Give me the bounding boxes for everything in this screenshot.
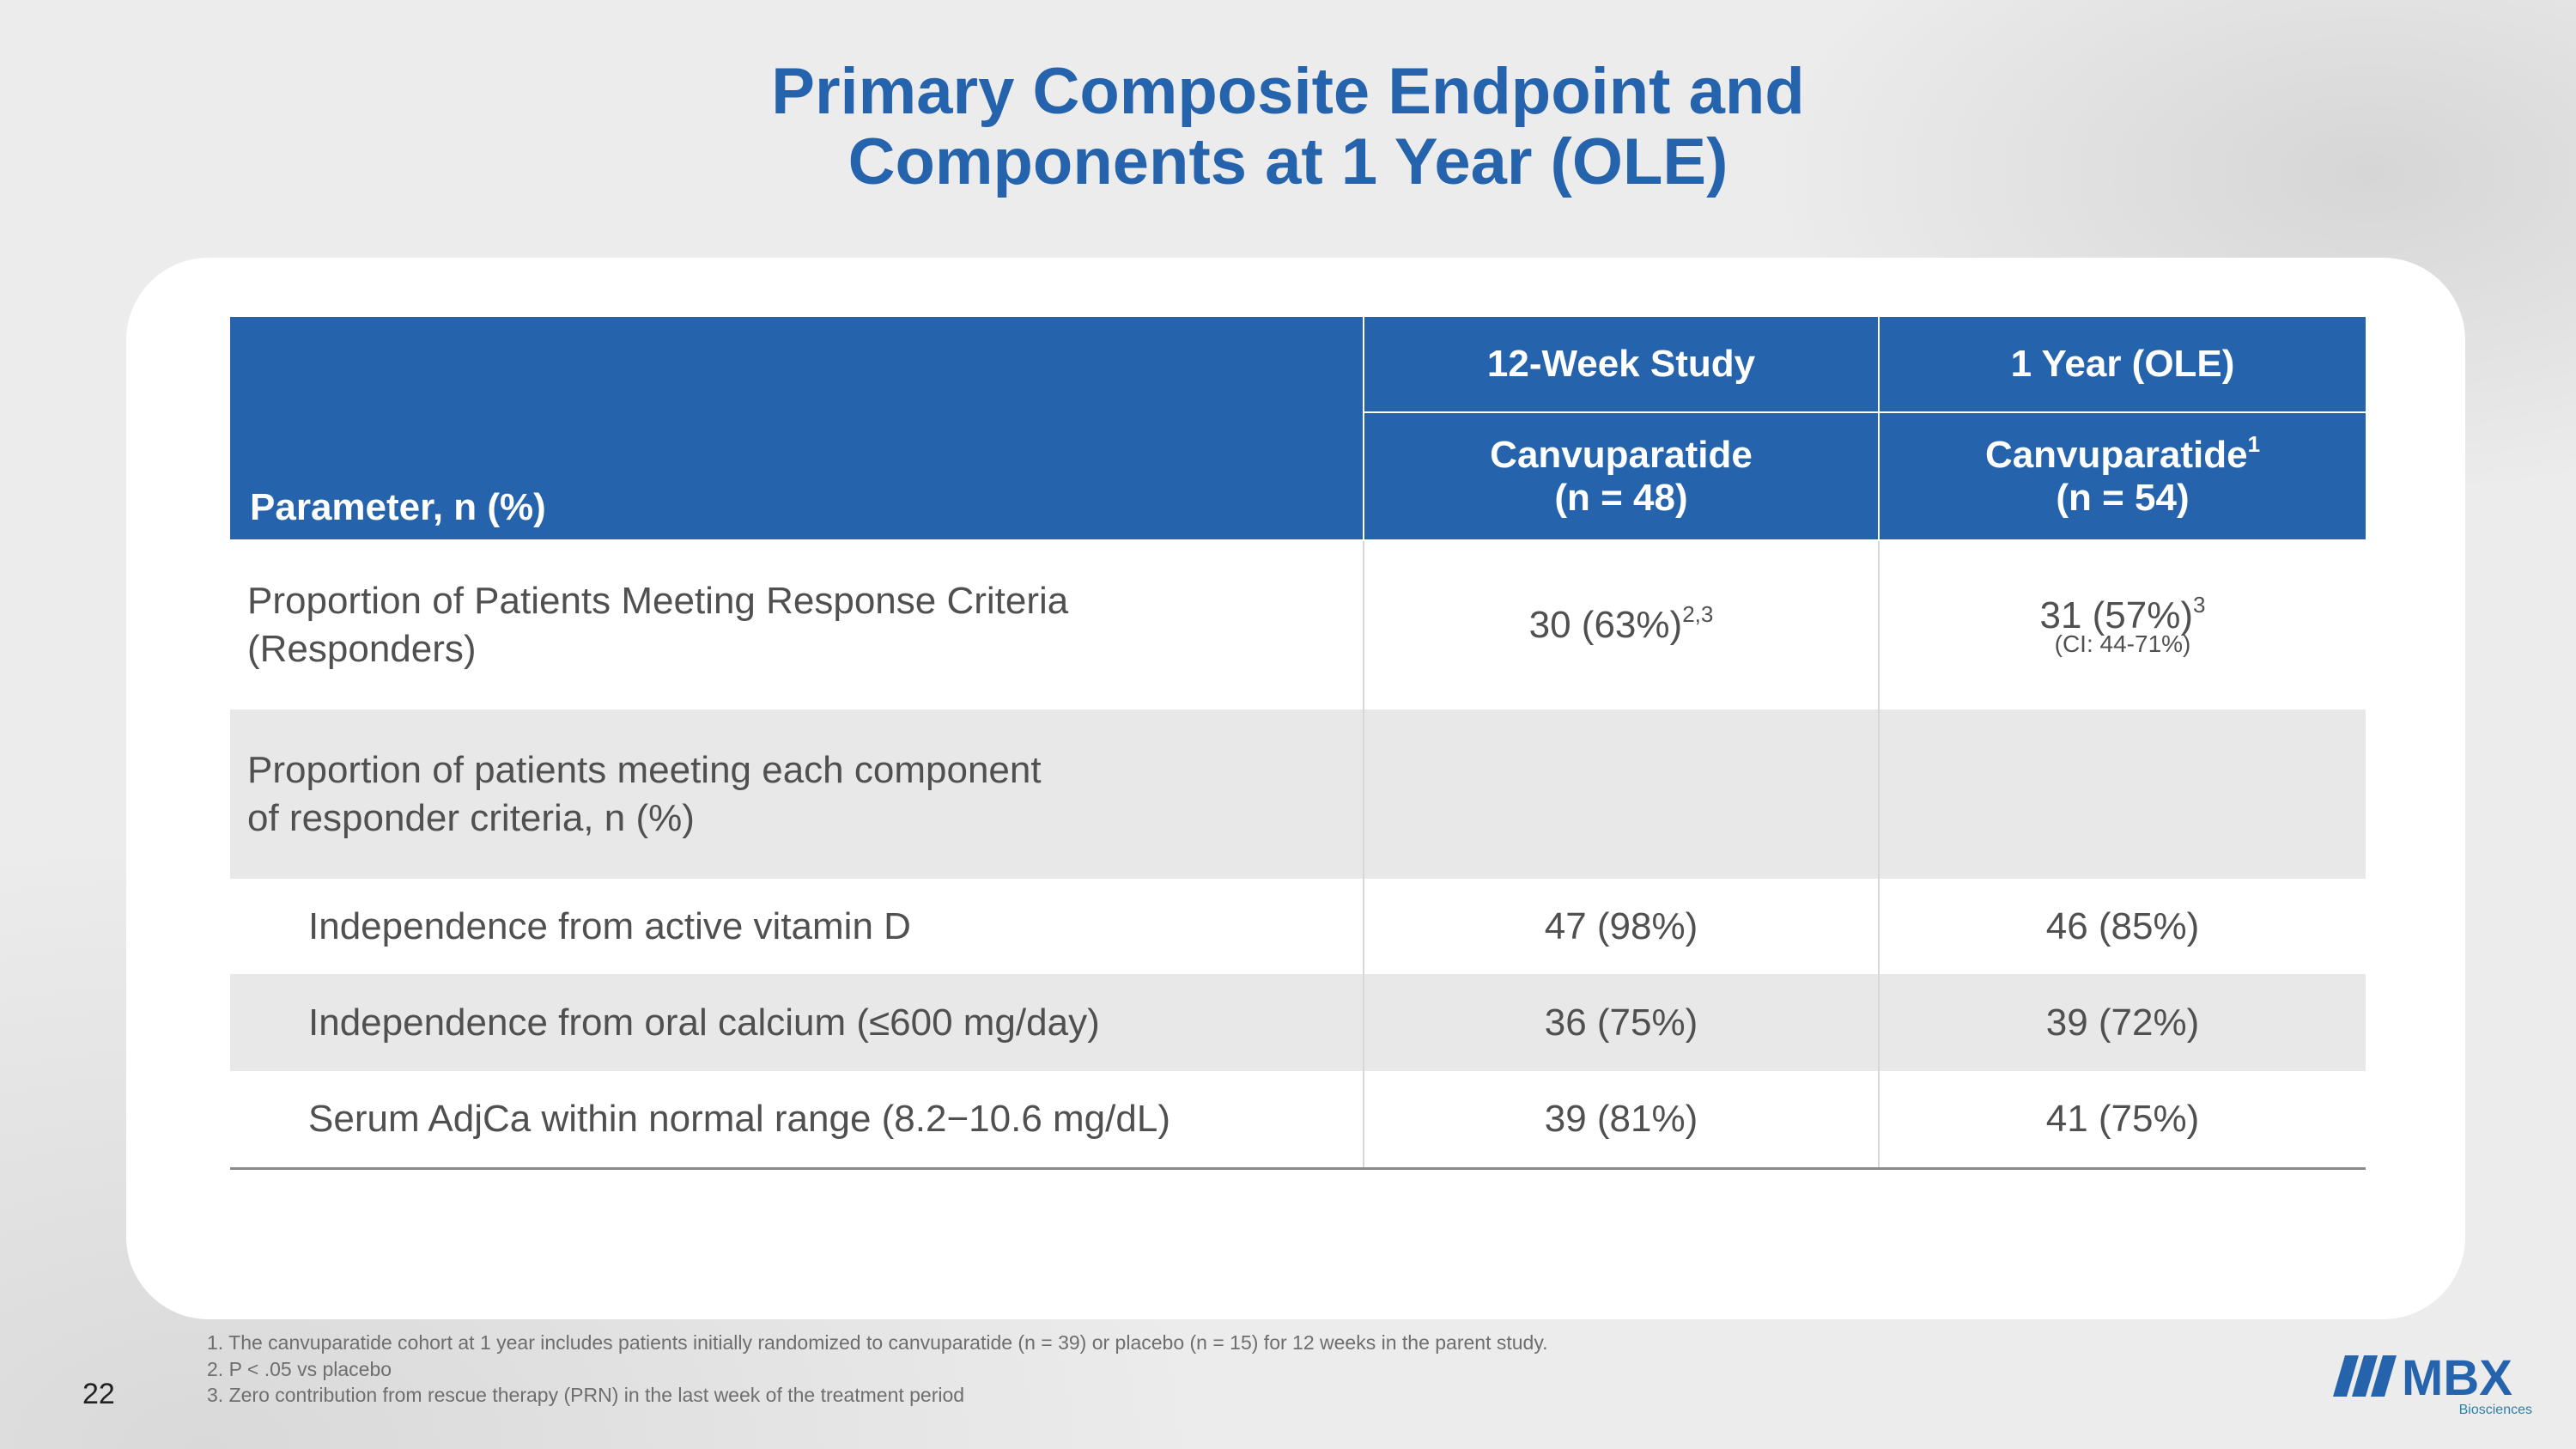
value-text: 36 (75%) (1544, 1001, 1698, 1044)
value-cell: 31 (57%)3 (CI: 44-71%) (1878, 540, 2366, 709)
superscript: 1 (2247, 430, 2261, 457)
logo-stripe (2352, 1355, 2378, 1397)
header-text: Canvuparatide (1984, 433, 2248, 476)
row-label: Independence from oral calcium (≤600 mg/… (230, 974, 1364, 1071)
title-line: Components at 1 Year (OLE) (848, 125, 1728, 198)
header-row: Parameter, n (%) 12-Week Study 1 Year (O… (230, 317, 2366, 541)
label-line: Independence from active vitamin D (308, 904, 911, 947)
header-text: (n = 54) (2056, 476, 2190, 519)
footnote: 3. Zero contribution from rescue therapy… (207, 1384, 965, 1406)
value-text: 30 (63%) (1528, 604, 1683, 646)
header-text: Canvuparatide (1490, 433, 1753, 476)
label-line: (Responders) (247, 628, 477, 670)
logo: MBX Biosciences (2333, 1350, 2532, 1417)
value-cell: 39 (81%) (1363, 1071, 1880, 1170)
results-table: Parameter, n (%) 12-Week Study 1 Year (O… (230, 317, 2366, 1170)
slide-title: Primary Composite Endpoint and Component… (0, 57, 2576, 198)
value-cell: 47 (98%) (1363, 879, 1880, 974)
label-line: Serum AdjCa within normal range (8.2−10.… (308, 1097, 1170, 1140)
header-cell: 1 Year (OLE) (1878, 317, 2366, 413)
value-text: 31 (57%) (2039, 594, 2194, 636)
value-cell: 41 (75%) (1878, 1071, 2366, 1170)
footnotes: 1. The canvuparatide cohort at 1 year in… (207, 1330, 1548, 1409)
table-body: Proportion of Patients Meeting Response … (230, 540, 2366, 1170)
logo-stripe (2333, 1355, 2359, 1397)
superscript: 2,3 (1682, 601, 1714, 627)
row-label: Serum AdjCa within normal range (8.2−10.… (230, 1071, 1364, 1170)
value-cell: 36 (75%) (1363, 974, 1880, 1071)
row-label: Independence from active vitamin D (230, 879, 1364, 974)
value-cell: 30 (63%)2,3 (1363, 540, 1880, 709)
value-text: 41 (75%) (2045, 1097, 2200, 1140)
value-text: 46 (85%) (2045, 904, 2200, 947)
table-row: Independence from active vitamin D 47 (98… (230, 879, 2366, 974)
value-cell (1878, 709, 2366, 879)
header-cell: Canvuparatide1 (n = 54) (1878, 412, 2366, 541)
header-text: (n = 48) (1554, 476, 1688, 519)
value-note: (CI: 44-71%) (2054, 630, 2191, 657)
value-cell: 39 (72%) (1878, 974, 2366, 1071)
header-cell: 12-Week Study (1363, 317, 1880, 413)
superscript: 3 (2193, 592, 2206, 618)
table-row: Serum AdjCa within normal range (8.2−10.… (230, 1071, 2366, 1170)
label-line: of responder criteria, n (%) (247, 796, 695, 839)
value-cell: 46 (85%) (1878, 879, 2366, 974)
value-text: 47 (98%) (1544, 904, 1698, 947)
header-cell: Canvuparatide (n = 48) (1363, 412, 1880, 541)
footnote: 1. The canvuparatide cohort at 1 year in… (207, 1331, 1548, 1354)
logo-sub: Biosciences (2459, 1403, 2532, 1417)
logo-stripe (2371, 1355, 2397, 1397)
table-row: Proportion of Patients Meeting Response … (230, 540, 2366, 709)
label-line: Proportion of patients meeting each comp… (247, 748, 1042, 791)
title-line: Primary Composite Endpoint and (771, 55, 1805, 128)
page-number: 22 (82, 1378, 115, 1410)
value-text: 39 (72%) (2045, 1001, 2200, 1044)
footnote: 2. P < .05 vs placebo (207, 1357, 392, 1380)
label-line: Proportion of Patients Meeting Response … (247, 580, 1069, 622)
header-cell: Parameter, n (%) (230, 317, 1364, 541)
value-cell (1363, 709, 1880, 879)
label-line: Independence from oral calcium (≤600 mg/… (308, 1001, 1100, 1044)
row-label: Proportion of patients meeting each comp… (230, 709, 1364, 879)
row-label: Proportion of Patients Meeting Response … (230, 540, 1364, 709)
table-row: Independence from oral calcium (≤600 mg/… (230, 974, 2366, 1071)
table-row: Proportion of patients meeting each comp… (230, 709, 2366, 879)
value-text: 39 (81%) (1544, 1097, 1698, 1140)
logo-name: MBX (2402, 1350, 2512, 1406)
header-row: Canvuparatide (n = 48) Canvuparatide1 (n =… (230, 412, 2366, 541)
